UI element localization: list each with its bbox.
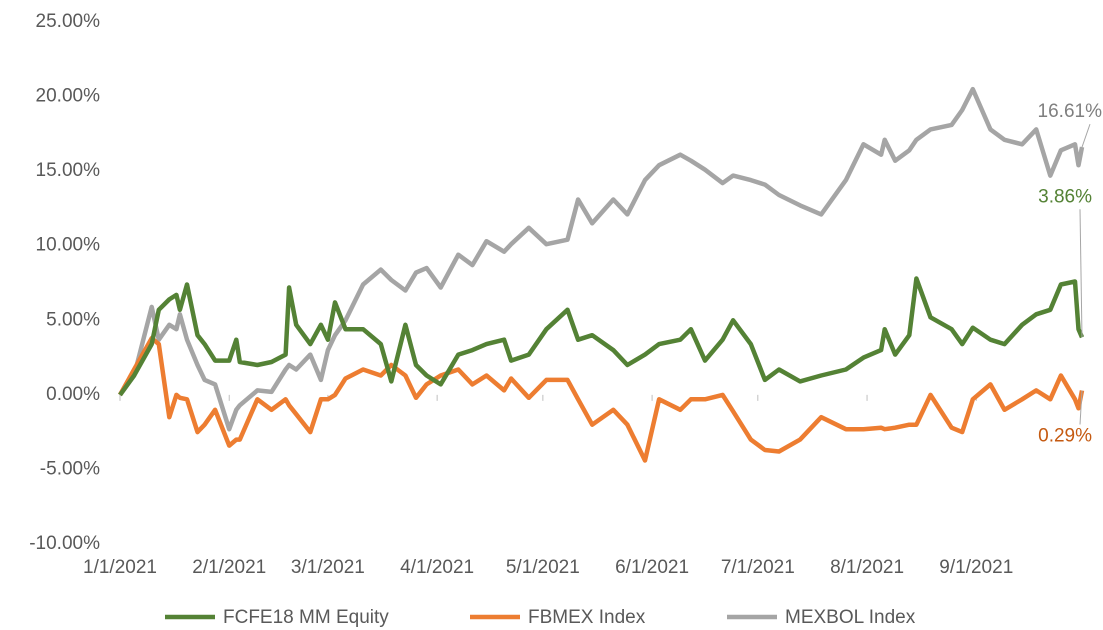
legend-label: FBMEX Index xyxy=(528,607,646,628)
series-line xyxy=(118,335,1085,463)
leader-line xyxy=(1079,390,1083,425)
y-tick-label: 0.00% xyxy=(46,384,100,405)
leader-line xyxy=(1079,209,1083,338)
x-tick-label: 6/1/2021 xyxy=(615,557,689,578)
series-line xyxy=(118,86,1085,432)
y-tick-label: -10.00% xyxy=(29,533,100,554)
x-tick-label: 9/1/2021 xyxy=(939,557,1013,578)
y-tick-label: 10.00% xyxy=(36,235,101,256)
y-tick-label: 20.00% xyxy=(36,86,101,107)
end-label: 0.29% xyxy=(1038,426,1092,447)
legend-label: FCFE18 MM Equity xyxy=(223,607,389,628)
x-tick-label: 2/1/2021 xyxy=(192,557,266,578)
y-tick-label: -5.00% xyxy=(40,458,100,479)
x-tick-label: 5/1/2021 xyxy=(506,557,580,578)
legend-label: MEXBOL Index xyxy=(785,607,916,628)
x-tick-label: 7/1/2021 xyxy=(721,557,795,578)
y-tick-label: 5.00% xyxy=(46,309,100,330)
leader-line xyxy=(1081,123,1091,148)
y-tick-label: 15.00% xyxy=(36,160,101,181)
x-tick-label: 1/1/2021 xyxy=(83,557,157,578)
end-label: 3.86% xyxy=(1038,186,1092,207)
series-line xyxy=(118,276,1085,397)
x-tick-label: 4/1/2021 xyxy=(400,557,474,578)
y-tick-label: 25.00% xyxy=(36,11,101,32)
end-label: 16.61% xyxy=(1038,101,1103,122)
x-tick-label: 8/1/2021 xyxy=(830,557,904,578)
x-tick-label: 3/1/2021 xyxy=(291,557,365,578)
